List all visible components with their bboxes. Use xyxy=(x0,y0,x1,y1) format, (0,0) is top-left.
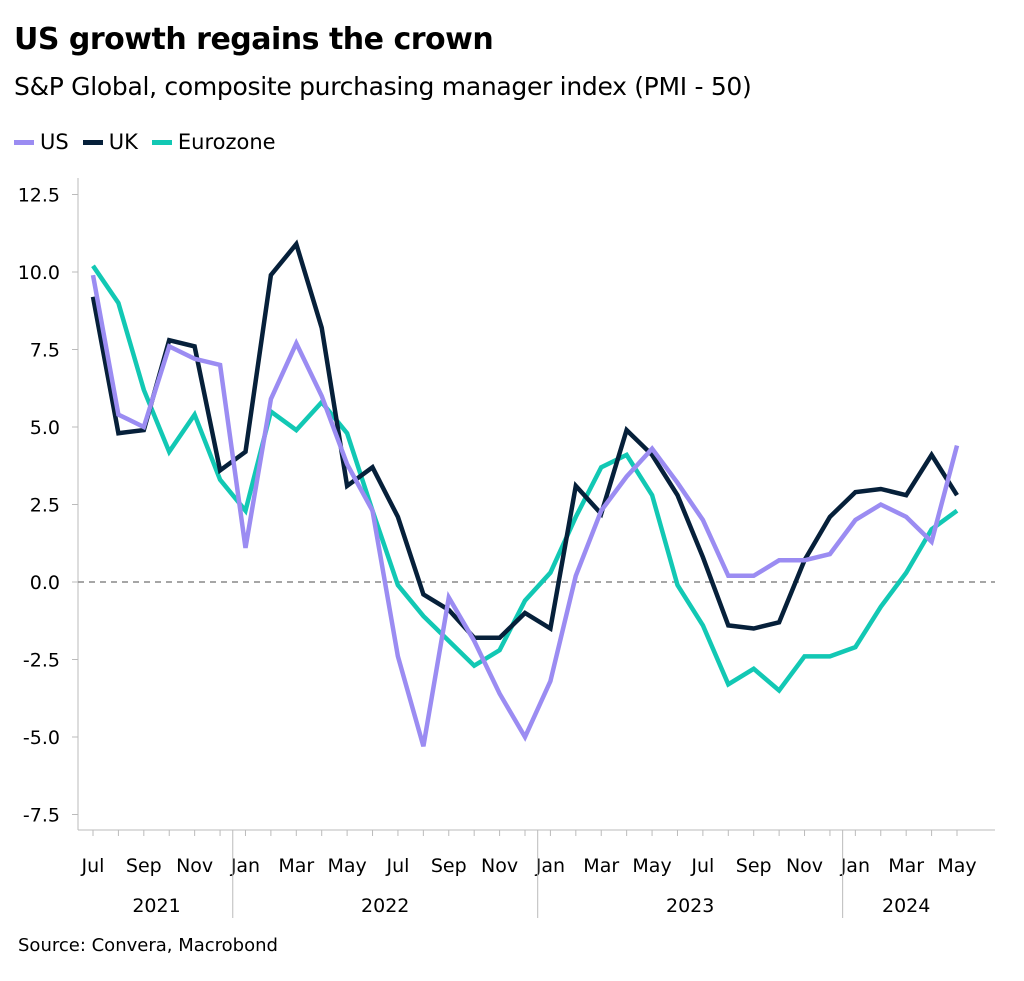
x-tick-label: May xyxy=(632,855,671,877)
x-tick-label: Nov xyxy=(176,855,213,877)
x-tick-label: Mar xyxy=(888,855,924,877)
legend-swatch-us xyxy=(14,139,34,145)
x-tick-label: May xyxy=(937,855,976,877)
series-line-eurozone xyxy=(91,264,959,694)
y-tick-label: 0.0 xyxy=(30,572,60,594)
chart-title: US growth regains the crown xyxy=(14,22,494,57)
y-tick-label: 10.0 xyxy=(18,262,60,284)
y-tick-label: -7.5 xyxy=(23,805,60,827)
x-tick-label: Jul xyxy=(690,855,714,877)
x-tick-label: Nov xyxy=(786,855,823,877)
x-tick-label: May xyxy=(327,855,366,877)
x-tick-label: Sep xyxy=(126,855,162,877)
chart-subtitle: S&P Global, composite purchasing manager… xyxy=(14,72,752,101)
x-tick-label: Sep xyxy=(431,855,467,877)
y-tick-label: -5.0 xyxy=(23,727,60,749)
x-year-label: 2021 xyxy=(132,895,180,917)
legend-item-uk: UK xyxy=(82,130,138,154)
x-tick-label: Jan xyxy=(840,855,870,877)
legend-swatch-eurozone xyxy=(151,139,172,145)
x-year-label: 2022 xyxy=(361,895,409,917)
x-tick-label: Mar xyxy=(278,855,314,877)
y-tick-label: 5.0 xyxy=(30,417,60,439)
legend-label-eurozone: Eurozone xyxy=(177,130,276,154)
x-tick-label: Jan xyxy=(535,855,565,877)
legend-item-eurozone: Eurozone xyxy=(151,130,276,154)
y-tick-label: 7.5 xyxy=(30,340,60,362)
x-tick-label: Jul xyxy=(385,855,409,877)
y-tick-label: 2.5 xyxy=(30,495,60,517)
x-tick-label: Sep xyxy=(736,855,772,877)
x-year-label: 2024 xyxy=(882,895,930,917)
x-year-label: 2023 xyxy=(666,895,714,917)
legend-label-uk: UK xyxy=(108,130,138,154)
legend-label-us: US xyxy=(40,130,69,154)
x-tick-label: Jan xyxy=(230,855,260,877)
series-line-us xyxy=(90,274,960,747)
legend: US UK Eurozone xyxy=(14,130,276,154)
y-tick-label: -2.5 xyxy=(23,650,60,672)
series-line-uk xyxy=(90,239,959,641)
legend-item-us: US xyxy=(14,130,69,154)
x-tick-label: Nov xyxy=(481,855,518,877)
x-tick-label: Jul xyxy=(81,855,105,877)
source-note: Source: Convera, Macrobond xyxy=(18,935,278,956)
y-tick-label: 12.5 xyxy=(18,185,60,207)
legend-swatch-uk xyxy=(82,139,103,145)
x-tick-label: Mar xyxy=(583,855,619,877)
